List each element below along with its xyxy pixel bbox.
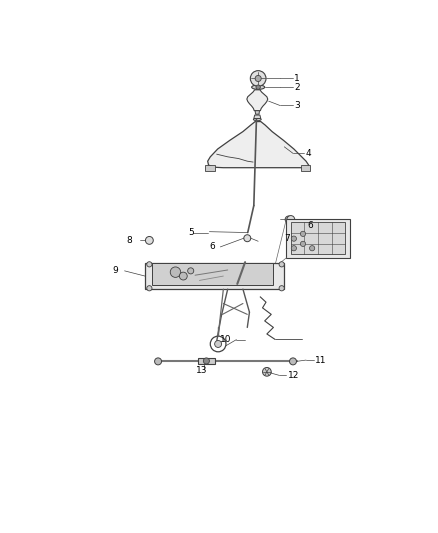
Circle shape	[170, 267, 181, 277]
Text: 1: 1	[294, 74, 300, 83]
Polygon shape	[255, 111, 259, 114]
Text: 6: 6	[307, 221, 313, 230]
Polygon shape	[247, 90, 268, 111]
Circle shape	[251, 71, 266, 86]
Text: 2: 2	[294, 83, 300, 92]
Circle shape	[145, 237, 153, 244]
Circle shape	[262, 367, 271, 376]
Circle shape	[147, 286, 152, 291]
Polygon shape	[152, 263, 273, 285]
Text: 9: 9	[113, 266, 118, 276]
Text: 10: 10	[220, 335, 232, 344]
Circle shape	[310, 246, 315, 251]
Circle shape	[203, 358, 209, 364]
Circle shape	[291, 246, 297, 251]
Polygon shape	[291, 222, 345, 254]
Circle shape	[187, 268, 194, 274]
Polygon shape	[254, 115, 261, 118]
Text: 6: 6	[209, 243, 215, 252]
Text: 5: 5	[188, 228, 194, 237]
Text: 7: 7	[284, 233, 290, 243]
Polygon shape	[198, 358, 215, 364]
Text: 11: 11	[315, 356, 327, 365]
Text: 8: 8	[127, 236, 132, 245]
Text: 12: 12	[288, 371, 299, 380]
Ellipse shape	[252, 85, 265, 90]
Circle shape	[279, 262, 284, 267]
Text: 3: 3	[294, 101, 300, 110]
Circle shape	[287, 215, 295, 223]
Circle shape	[255, 76, 261, 82]
Polygon shape	[145, 263, 284, 289]
Text: 13: 13	[196, 366, 208, 375]
Polygon shape	[286, 219, 350, 258]
Circle shape	[300, 231, 306, 237]
Circle shape	[300, 241, 306, 246]
Polygon shape	[301, 165, 311, 171]
Circle shape	[215, 341, 222, 348]
Polygon shape	[208, 122, 309, 168]
Circle shape	[155, 358, 162, 365]
Circle shape	[291, 236, 297, 241]
Circle shape	[279, 286, 284, 291]
Ellipse shape	[254, 91, 260, 94]
Circle shape	[147, 262, 152, 267]
Ellipse shape	[253, 118, 261, 120]
Polygon shape	[205, 165, 215, 171]
Circle shape	[285, 216, 292, 223]
Circle shape	[290, 358, 297, 365]
Circle shape	[256, 85, 260, 90]
Text: 4: 4	[305, 149, 311, 158]
Circle shape	[244, 235, 251, 241]
Circle shape	[180, 272, 187, 280]
